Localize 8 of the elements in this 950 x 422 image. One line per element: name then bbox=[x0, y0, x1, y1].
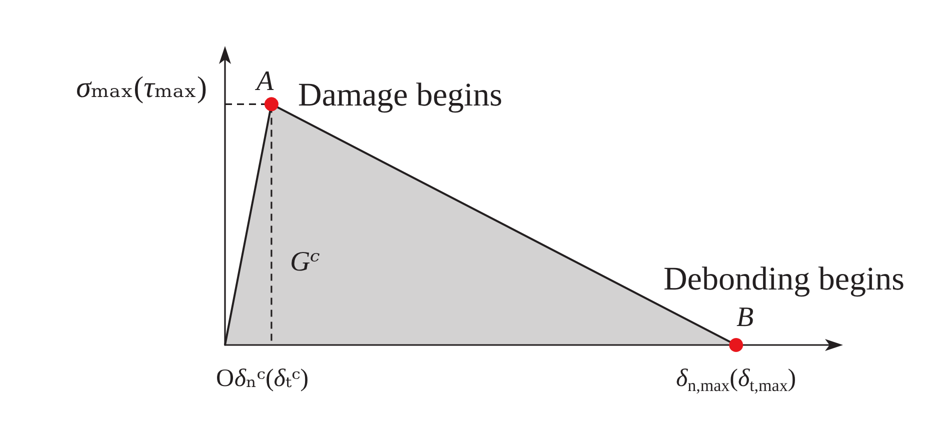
annotation: Damage begins bbox=[298, 78, 502, 114]
annotation: Gᶜ bbox=[290, 244, 320, 278]
annotation: Debonding begins bbox=[663, 262, 905, 298]
annotation: B bbox=[736, 302, 754, 333]
x-tick-label: O bbox=[216, 365, 234, 392]
text: A bbox=[256, 66, 274, 97]
text: σₘₐₓ(τₘₐₓ) bbox=[76, 70, 207, 105]
x-tick-label: δₙᶜ(δₜᶜ) bbox=[234, 364, 309, 393]
